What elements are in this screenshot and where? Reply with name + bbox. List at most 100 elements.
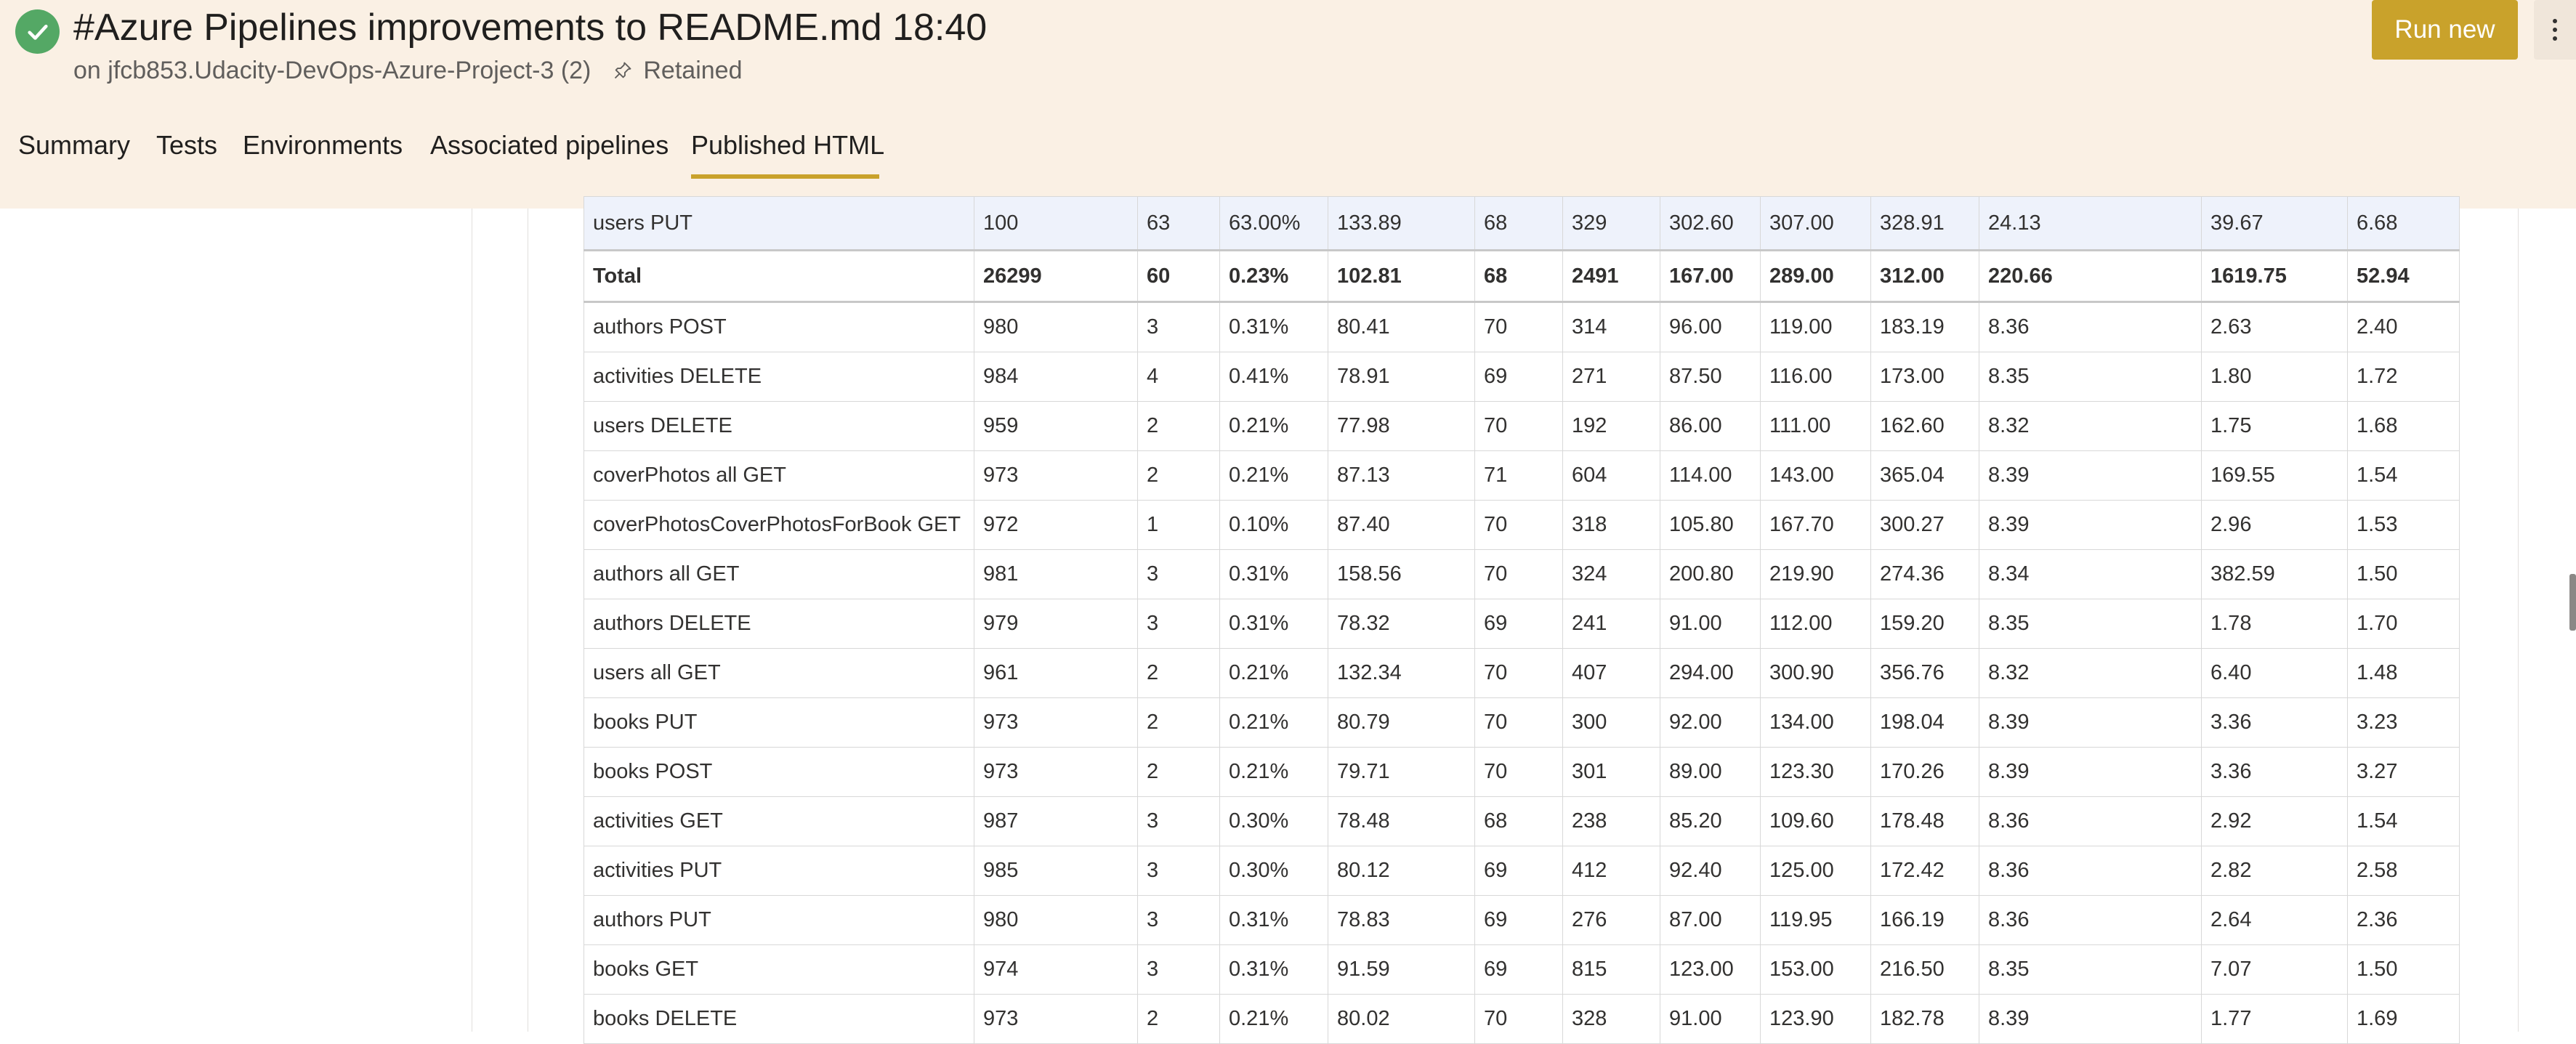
tab-environments[interactable]: Environments (243, 130, 403, 160)
row-label-cell: users DELETE (584, 401, 974, 451)
table-cell: 39.67 (2201, 196, 2348, 251)
table-cell: 604 (1562, 450, 1660, 501)
table-cell: 365.04 (1870, 450, 1979, 501)
table-cell: 100 (974, 196, 1138, 251)
table-cell: 102.81 (1328, 249, 1475, 303)
table-cell: 8.32 (1979, 648, 2202, 698)
row-label-cell: users all GET (584, 648, 974, 698)
table-cell: 183.19 (1870, 302, 1979, 352)
table-cell: 407 (1562, 648, 1660, 698)
table-cell: 973 (974, 697, 1138, 748)
table-cell: 274.36 (1870, 549, 1979, 599)
table-cell: 0.21% (1219, 648, 1328, 698)
table-cell: 973 (974, 747, 1138, 797)
table-cell: 91.59 (1328, 944, 1475, 995)
table-cell: 2.36 (2347, 895, 2460, 945)
tab-summary[interactable]: Summary (18, 130, 131, 160)
table-row: books DELETE 973 2 0.21% 80.02 70 328 91.00 123.… (584, 994, 2460, 1044)
table-row: activities DELETE 984 4 0.41% 78.91 69 271 87.5… (584, 352, 2460, 402)
tab-associated-pipelines[interactable]: Associated pipelines (430, 130, 669, 160)
run-new-button[interactable]: Run new (2372, 0, 2518, 60)
table-row: authors DELETE 979 3 0.31% 78.32 69 241 91.00 11… (584, 599, 2460, 649)
table-cell: 24.13 (1979, 196, 2202, 251)
table-cell: 0.23% (1219, 249, 1328, 303)
table-cell: 63 (1137, 196, 1220, 251)
table-cell: 6.40 (2201, 648, 2348, 698)
table-cell: 105.80 (1660, 500, 1761, 550)
table-cell: 324 (1562, 549, 1660, 599)
table-cell: 3.23 (2347, 697, 2460, 748)
table-cell: 1.50 (2347, 549, 2460, 599)
table-cell: 2 (1137, 401, 1220, 451)
table-cell: 70 (1474, 500, 1563, 550)
table-cell: 8.36 (1979, 796, 2202, 846)
table-cell: 92.00 (1660, 697, 1761, 748)
table-cell: 1.69 (2347, 994, 2460, 1044)
table-cell: 91.00 (1660, 599, 1761, 649)
table-cell: 80.12 (1328, 846, 1475, 896)
table-cell: 8.36 (1979, 895, 2202, 945)
table-cell: 8.35 (1979, 352, 2202, 402)
tab-tests[interactable]: Tests (156, 130, 218, 160)
table-cell: 3.36 (2201, 697, 2348, 748)
table-cell: 158.56 (1328, 549, 1475, 599)
table-row: books PUT 973 2 0.21% 80.79 70 300 92.00 134.00 1… (584, 697, 2460, 748)
table-cell: 980 (974, 302, 1138, 352)
table-cell: 8.35 (1979, 599, 2202, 649)
table-cell: 318 (1562, 500, 1660, 550)
table-cell: 80.41 (1328, 302, 1475, 352)
table-cell: 70 (1474, 549, 1563, 599)
table-cell: 2.58 (2347, 846, 2460, 896)
table-cell: 26299 (974, 249, 1138, 303)
scrollbar-thumb[interactable] (2569, 574, 2576, 631)
table-cell: 8.39 (1979, 697, 2202, 748)
table-cell: 2.64 (2201, 895, 2348, 945)
table-cell: 7.07 (2201, 944, 2348, 995)
table-cell: 300.90 (1760, 648, 1871, 698)
table-cell: 89.00 (1660, 747, 1761, 797)
table-cell: 294.00 (1660, 648, 1761, 698)
table-cell: 109.60 (1760, 796, 1871, 846)
table-row: users DELETE 959 2 0.21% 77.98 70 192 86.00 111.… (584, 401, 2460, 451)
table-row: authors PUT 980 3 0.31% 78.83 69 276 87.00 119.9… (584, 895, 2460, 945)
table-cell: 159.20 (1870, 599, 1979, 649)
table-cell: 87.00 (1660, 895, 1761, 945)
more-actions-button[interactable] (2534, 0, 2576, 60)
tab-published-html[interactable]: Published HTML (691, 116, 884, 179)
table-cell: 8.39 (1979, 747, 2202, 797)
table-cell: 80.02 (1328, 994, 1475, 1044)
table-cell: 192 (1562, 401, 1660, 451)
table-cell: 68 (1474, 196, 1563, 251)
repository-link[interactable]: on jfcb853.Udacity-DevOps-Azure-Project-… (73, 57, 591, 84)
table-cell: 69 (1474, 944, 1563, 995)
table-row: activities PUT 985 3 0.30% 80.12 69 412 92.40 12… (584, 846, 2460, 896)
table-cell: 2.82 (2201, 846, 2348, 896)
table-cell: 69 (1474, 846, 1563, 896)
table-cell: 8.39 (1979, 500, 2202, 550)
row-label-cell: books DELETE (584, 994, 974, 1044)
table-cell: 0.21% (1219, 450, 1328, 501)
table-cell: 8.39 (1979, 450, 2202, 501)
row-label-cell: coverPhotos all GET (584, 450, 974, 501)
table-cell: 314 (1562, 302, 1660, 352)
table-cell: 0.31% (1219, 599, 1328, 649)
table-cell: 1.80 (2201, 352, 2348, 402)
table-cell: 69 (1474, 895, 1563, 945)
table-cell: 271 (1562, 352, 1660, 402)
row-label-cell: authors POST (584, 302, 974, 352)
table-cell: 0.30% (1219, 846, 1328, 896)
table-cell: 3 (1137, 549, 1220, 599)
table-cell: 87.50 (1660, 352, 1761, 402)
table-cell: 984 (974, 352, 1138, 402)
table-cell: 182.78 (1870, 994, 1979, 1044)
table-cell: 0.30% (1219, 796, 1328, 846)
table-cell: 2 (1137, 994, 1220, 1044)
row-label-cell: users PUT (584, 196, 974, 251)
table-cell: 959 (974, 401, 1138, 451)
page-title: #Azure Pipelines improvements to README.… (73, 7, 988, 49)
table-cell: 71 (1474, 450, 1563, 501)
table-cell: 981 (974, 549, 1138, 599)
table-cell: 1.48 (2347, 648, 2460, 698)
table-cell: 0.31% (1219, 549, 1328, 599)
table-cell: 241 (1562, 599, 1660, 649)
